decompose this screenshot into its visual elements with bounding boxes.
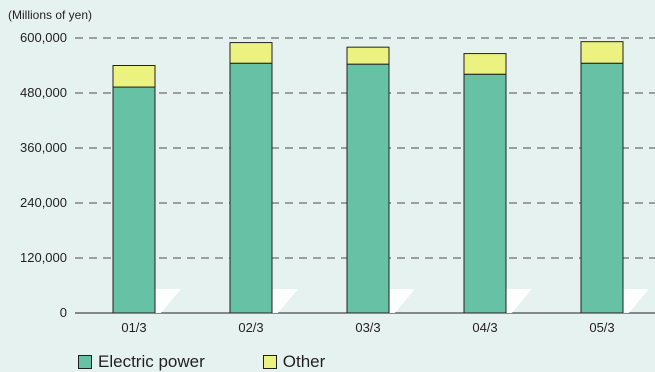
bar-segment-electric-power: [112, 86, 156, 314]
legend-swatch-other: [262, 355, 277, 369]
legend-item-other: Other: [262, 352, 326, 372]
legend-label-other: Other: [282, 352, 326, 371]
x-tick-label: 02/3: [238, 320, 263, 335]
bar-shadow: [619, 289, 649, 313]
legend-label-electric-power: Electric power: [98, 352, 205, 371]
bar-segment-other: [463, 53, 507, 75]
y-tick-label: 360,000: [20, 140, 67, 155]
x-tick-label: 01/3: [121, 320, 146, 335]
y-tick-label: 0: [60, 305, 67, 320]
y-tick-label: 480,000: [20, 85, 67, 100]
legend: Electric power Other: [78, 352, 325, 372]
y-tick-label: 600,000: [20, 30, 67, 45]
bar-segment-electric-power: [346, 63, 390, 314]
bar-segment-electric-power: [580, 62, 624, 314]
y-tick-label: 120,000: [20, 250, 67, 265]
bar-segment-other: [112, 65, 156, 88]
bar-shadow: [151, 289, 181, 313]
legend-item-electric-power: Electric power: [78, 352, 205, 372]
bar-segment-other: [346, 46, 390, 65]
x-tick-label: 03/3: [355, 320, 380, 335]
bar-segment-electric-power: [463, 73, 507, 314]
bar-shadow: [502, 289, 532, 313]
y-axis-unit-label: (Millions of yen): [8, 8, 93, 22]
bar-shadow: [385, 289, 415, 313]
bar-segment-electric-power: [229, 62, 273, 314]
x-tick-label: 05/3: [589, 320, 614, 335]
y-tick-label: 240,000: [20, 195, 67, 210]
x-tick-label: 04/3: [472, 320, 497, 335]
bar-segment-other: [580, 41, 624, 64]
bar-segment-other: [229, 42, 273, 64]
bar-shadow: [268, 289, 298, 313]
legend-swatch-electric-power: [78, 355, 92, 369]
